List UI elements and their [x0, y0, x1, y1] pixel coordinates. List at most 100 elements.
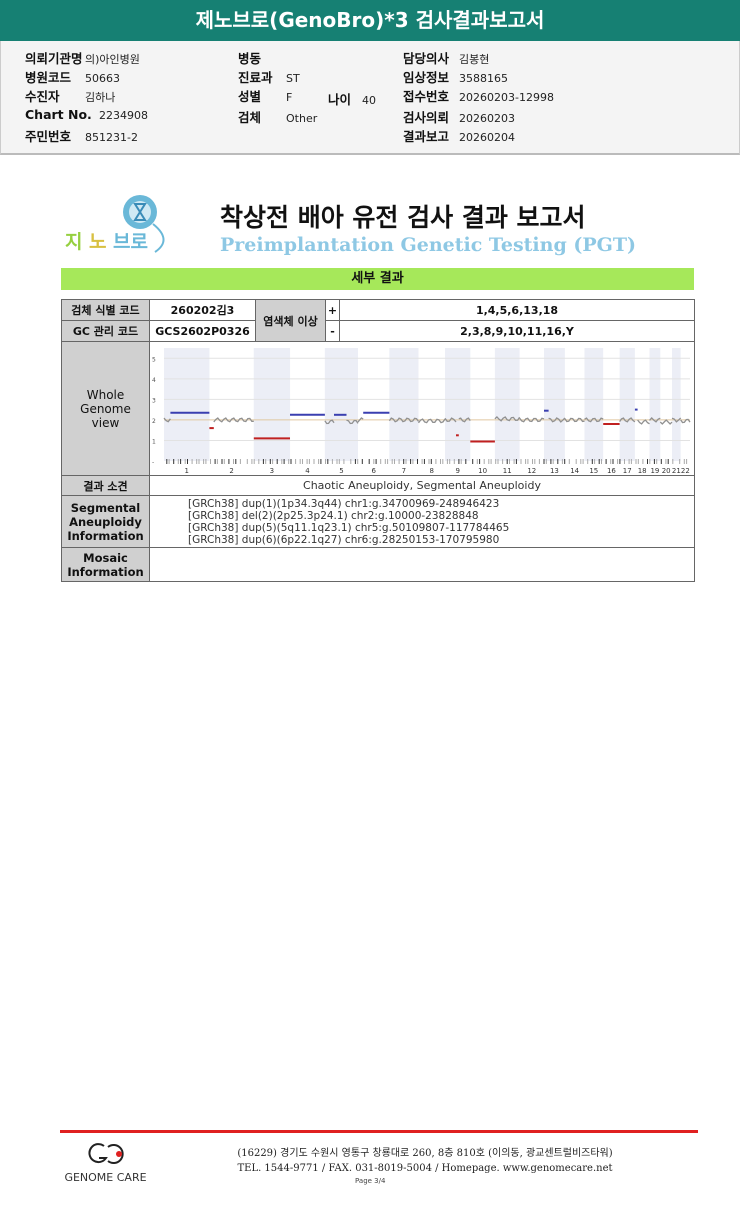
chromosome-band — [649, 347, 661, 461]
chromosome-label: 15 — [589, 467, 598, 475]
ideogram-tick — [262, 458, 264, 464]
cn-segment — [163, 417, 171, 423]
ideogram-tick — [649, 458, 651, 464]
ideogram-tick — [295, 458, 297, 464]
ideogram-tick — [564, 458, 566, 464]
ideogram-tick — [313, 458, 315, 464]
genome-care-logo: GENOME CARE — [58, 1141, 153, 1184]
cn-segment — [548, 416, 566, 423]
field-label: 임상정보 — [403, 70, 450, 85]
ideogram-tick — [203, 458, 205, 464]
ideogram-tick — [647, 458, 648, 464]
ideogram-tick — [405, 458, 407, 464]
ideogram-tick — [421, 458, 423, 464]
ideogram-tick — [575, 458, 577, 464]
patient-field: 의뢰기관명 의)아인병원 — [25, 48, 140, 67]
ideogram-tick — [656, 458, 658, 464]
ideogram-tick — [276, 458, 278, 464]
patient-field: 결과보고 20260204 — [403, 126, 515, 145]
ideogram-tick — [435, 458, 437, 464]
field-value: 김봉현 — [459, 53, 490, 66]
ideogram-tick — [166, 458, 168, 464]
ideogram-tick — [357, 458, 359, 464]
cn-segment — [357, 416, 364, 422]
ideogram-tick — [513, 458, 515, 464]
y-tick-label: 1 — [152, 438, 156, 445]
svg-text:브로: 브로 — [113, 231, 148, 253]
finding-value: Chaotic Aneuploidy, Segmental Aneuploidy — [149, 475, 695, 496]
ideogram-tick — [442, 458, 444, 464]
ideogram-tick — [594, 458, 596, 464]
ideogram-tick — [532, 458, 533, 464]
ideogram-tick — [173, 458, 175, 464]
ideogram-tick — [561, 458, 563, 464]
cn-segment — [417, 417, 446, 423]
ideogram-tick — [683, 458, 685, 464]
field-value: Other — [286, 112, 318, 125]
field-label: 담당의사 — [403, 51, 450, 66]
chromosome-band — [584, 347, 604, 461]
footer-address: (16229) 경기도 수원시 영통구 창룡대로 260, 8층 810호 (이… — [237, 1148, 613, 1159]
ideogram-tick — [617, 458, 619, 464]
gain-chromosomes: 1,4,5,6,13,18 — [339, 299, 695, 321]
chromosome-label: 1 — [184, 467, 188, 475]
patient-field: 검사의뢰 20260203 — [403, 107, 515, 126]
ideogram-tick — [515, 458, 517, 464]
ideogram-tick — [221, 458, 223, 464]
patient-field: 진료과 ST — [238, 67, 300, 86]
ideogram-tick — [624, 458, 625, 464]
ideogram-tick — [490, 458, 492, 464]
field-value: 2234908 — [99, 109, 148, 122]
segmental-item: [GRCh38] dup(6)(6p22.1q27) chr6:g.282501… — [188, 533, 500, 546]
chromosome-band — [164, 347, 210, 461]
ideogram-tick — [251, 458, 253, 464]
ideogram-tick — [423, 458, 425, 464]
chromosome-label: 21 — [672, 467, 681, 475]
ideogram-tick — [327, 458, 329, 464]
svg-text:지: 지 — [65, 231, 82, 253]
chromosome-label: 9 — [455, 467, 459, 475]
field-label: Chart No. — [25, 107, 92, 122]
ideogram-tick — [239, 458, 241, 464]
ideogram-tick — [387, 458, 389, 464]
field-label: 검사의뢰 — [403, 110, 450, 125]
ideogram-tick — [272, 458, 274, 464]
field-value: 50663 — [85, 72, 120, 85]
ideogram-tick — [325, 458, 326, 464]
ideogram-tick — [258, 458, 260, 464]
ideogram-tick — [299, 458, 301, 464]
ideogram-tick — [375, 458, 377, 464]
chromosome-label: 3 — [270, 467, 274, 475]
ideogram-tick — [488, 458, 490, 464]
mosaic-label: Mosaic Information — [61, 547, 150, 582]
ideogram-tick — [306, 458, 308, 464]
ideogram-tick — [403, 458, 405, 464]
field-label: 병동 — [238, 51, 262, 66]
cn-segment — [458, 416, 471, 422]
ideogram-tick — [265, 458, 267, 464]
ideogram-tick — [283, 458, 285, 464]
segmental-list: [GRCh38] dup(1)(1p34.3q44) chr1:g.347009… — [149, 495, 695, 548]
ideogram-tick — [253, 458, 255, 464]
patient-field: 수진자 김하나 — [25, 86, 115, 105]
ideogram-tick — [550, 458, 552, 464]
patient-field: Chart No. 2234908 — [25, 107, 148, 122]
ideogram-tick — [308, 458, 310, 464]
ideogram-tick — [343, 458, 345, 464]
patient-field: 접수번호 20260203-12998 — [403, 86, 554, 105]
field-label: 결과보고 — [403, 129, 450, 144]
ideogram-tick — [394, 458, 395, 464]
ideogram-tick — [184, 458, 186, 464]
cn-segment — [324, 418, 335, 424]
field-label: 접수번호 — [403, 89, 450, 104]
field-label: 수진자 — [25, 89, 60, 104]
field-value: 851231-2 — [85, 131, 138, 144]
patient-field: 성별 F — [238, 86, 292, 105]
ideogram-tick — [214, 458, 216, 464]
ideogram-tick — [479, 458, 481, 464]
ideogram-tick — [380, 458, 382, 464]
ideogram-tick — [460, 458, 462, 464]
field-value: 20260204 — [459, 131, 515, 144]
ideogram-tick — [196, 458, 198, 464]
ideogram-tick — [350, 458, 352, 464]
